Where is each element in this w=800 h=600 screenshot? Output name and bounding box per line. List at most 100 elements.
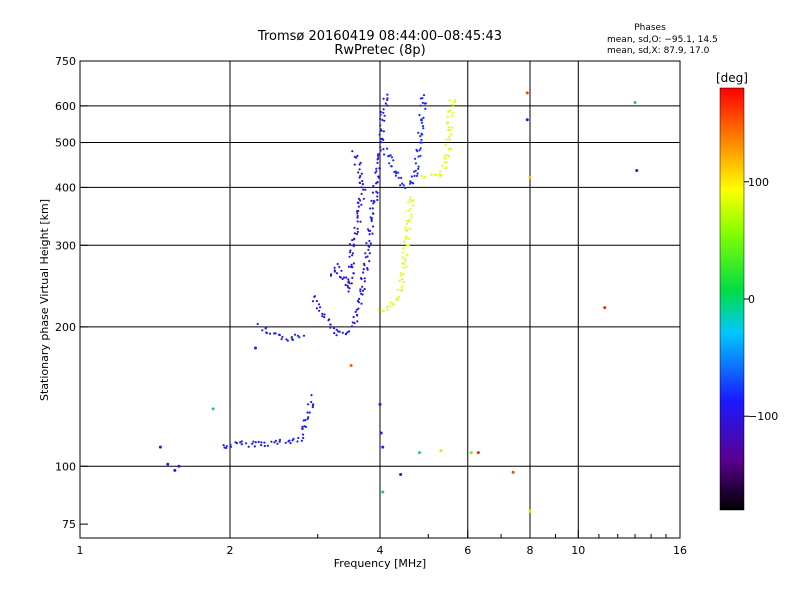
echo-point xyxy=(406,253,409,256)
echo-point xyxy=(379,110,382,114)
echo-point xyxy=(360,192,363,195)
echo-point xyxy=(421,101,424,104)
grid xyxy=(80,61,680,538)
echo-point xyxy=(300,439,303,442)
y-tick-label: 75 xyxy=(62,518,76,531)
echo-point xyxy=(439,170,442,173)
echo-point xyxy=(375,182,378,185)
echo-point xyxy=(358,181,361,184)
echo-point xyxy=(372,202,375,205)
echo-point xyxy=(382,130,385,133)
echo-point xyxy=(265,332,268,335)
echo-point xyxy=(409,207,412,210)
echo-point xyxy=(302,334,306,337)
echo-point xyxy=(338,265,341,268)
echo-point xyxy=(301,427,304,430)
echo-point xyxy=(372,184,375,188)
echo-point xyxy=(307,416,310,419)
echo-point xyxy=(450,103,454,106)
echo-point xyxy=(359,161,362,164)
echo-point xyxy=(302,436,305,440)
isolated-echo-point xyxy=(476,451,480,455)
echo-point xyxy=(400,272,403,275)
echo-point xyxy=(400,289,403,292)
echo-point xyxy=(278,440,281,443)
trace xyxy=(311,93,389,337)
trace xyxy=(377,196,415,313)
echo-point xyxy=(353,232,356,235)
echo-point xyxy=(375,167,378,170)
echo-point xyxy=(448,128,452,132)
isolated-echo-point xyxy=(525,118,529,122)
isolated-echo-point xyxy=(381,490,385,494)
trace xyxy=(329,150,367,293)
echo-point xyxy=(421,125,425,128)
isolated-echo-point xyxy=(166,462,170,466)
echo-point xyxy=(380,141,383,144)
y-tick-label: 750 xyxy=(55,55,76,68)
echo-point xyxy=(416,172,419,175)
colorbar-label: [deg] xyxy=(716,71,748,85)
echo-point xyxy=(369,207,372,210)
echo-point xyxy=(414,169,417,172)
echo-point xyxy=(240,443,243,446)
trace xyxy=(420,98,457,179)
echo-point xyxy=(366,228,370,231)
echo-point xyxy=(378,133,381,136)
echo-point xyxy=(371,232,374,235)
echo-point xyxy=(402,273,405,276)
echo-point xyxy=(420,141,423,144)
echo-point xyxy=(385,306,388,309)
echo-point xyxy=(278,438,282,441)
legend-line-o: mean, sd,O: −95.1, 14.5 xyxy=(607,35,718,45)
echo-point xyxy=(287,440,290,443)
echo-point xyxy=(380,137,383,141)
echo-point xyxy=(410,175,413,178)
trace xyxy=(222,394,315,450)
echo-point xyxy=(388,305,391,308)
isolated-echo-point xyxy=(528,176,532,180)
echo-point xyxy=(409,180,412,183)
y-axis-label: Stationary phase Virtual Height [km] xyxy=(38,199,51,401)
echo-point xyxy=(361,285,364,288)
echo-point xyxy=(351,321,354,324)
colorbar-gradient xyxy=(719,87,745,511)
echo-point xyxy=(306,411,309,414)
echo-point xyxy=(396,298,399,301)
echo-point xyxy=(366,267,369,270)
echo-point xyxy=(276,442,279,445)
echo-point xyxy=(368,260,371,263)
echo-point xyxy=(394,170,397,173)
chart-title: Tromsø 20160419 08:44:00–08:45:43 xyxy=(257,29,502,44)
echo-point xyxy=(382,97,385,100)
echo-point xyxy=(355,313,359,316)
echo-point xyxy=(333,269,336,272)
echo-point xyxy=(378,167,381,170)
echo-point xyxy=(358,163,361,166)
echo-point xyxy=(447,154,450,158)
echo-point xyxy=(403,257,406,261)
echo-point xyxy=(363,287,366,291)
echo-point xyxy=(419,135,422,138)
echo-point xyxy=(332,327,336,330)
echo-point xyxy=(439,175,442,178)
echo-point xyxy=(359,220,362,223)
echo-point xyxy=(361,183,364,186)
echo-point xyxy=(371,191,374,194)
x-tick-label: 6 xyxy=(464,544,471,557)
echo-point xyxy=(367,248,370,251)
echo-point xyxy=(311,300,315,303)
echo-point xyxy=(345,276,348,279)
echo-point xyxy=(381,309,384,312)
echo-point xyxy=(413,170,416,173)
echo-point xyxy=(317,303,321,306)
echo-point xyxy=(260,441,263,444)
echo-point xyxy=(368,229,372,232)
echo-point xyxy=(362,188,365,191)
echo-point xyxy=(372,199,375,202)
echo-point xyxy=(434,173,437,176)
echo-point xyxy=(264,327,267,330)
echo-point xyxy=(400,176,403,179)
echo-point xyxy=(225,446,228,450)
echo-point xyxy=(318,309,321,312)
